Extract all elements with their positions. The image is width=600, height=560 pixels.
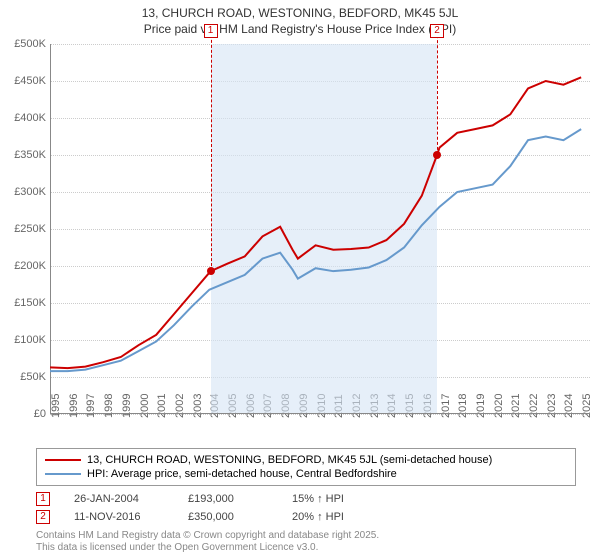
legend-row: 13, CHURCH ROAD, WESTONING, BEDFORD, MK4…: [45, 453, 567, 467]
y-tick-label: £350K: [2, 149, 46, 161]
chart-title: 13, CHURCH ROAD, WESTONING, BEDFORD, MK4…: [0, 0, 600, 20]
y-tick-label: £200K: [2, 260, 46, 272]
y-tick-label: £300K: [2, 186, 46, 198]
sales-price: £193,000: [188, 493, 268, 505]
y-tick-label: £0: [2, 408, 46, 420]
sales-diff: 20% ↑ HPI: [292, 511, 344, 523]
legend-label: HPI: Average price, semi-detached house,…: [87, 468, 397, 480]
legend-swatch: [45, 459, 81, 461]
chart-subtitle: Price paid vs. HM Land Registry's House …: [0, 20, 600, 36]
sales-date: 26-JAN-2004: [74, 493, 164, 505]
y-tick-label: £250K: [2, 223, 46, 235]
series-hpi: [50, 129, 581, 371]
marker-box: 2: [430, 24, 444, 38]
y-tick-label: £400K: [2, 112, 46, 124]
sales-date: 11-NOV-2016: [74, 511, 164, 523]
sales-row: 1 26-JAN-2004 £193,000 15% ↑ HPI: [36, 490, 344, 508]
chart-container: 13, CHURCH ROAD, WESTONING, BEDFORD, MK4…: [0, 0, 600, 560]
sales-table: 1 26-JAN-2004 £193,000 15% ↑ HPI 2 11-NOV-201…: [36, 490, 344, 526]
series-property: [50, 77, 581, 368]
y-tick-label: £150K: [2, 297, 46, 309]
chart-lines: [50, 44, 590, 414]
attribution-line2: This data is licensed under the Open Gov…: [36, 542, 379, 554]
legend-swatch: [45, 473, 81, 475]
sale-dot: [207, 267, 215, 275]
marker-box: 1: [204, 24, 218, 38]
y-tick-label: £50K: [2, 371, 46, 383]
attribution-line1: Contains HM Land Registry data © Crown c…: [36, 530, 379, 542]
attribution: Contains HM Land Registry data © Crown c…: [36, 530, 379, 554]
sale-dot: [433, 151, 441, 159]
marker-dash: [211, 30, 212, 271]
marker-dash: [437, 30, 438, 155]
legend-row: HPI: Average price, semi-detached house,…: [45, 467, 567, 481]
legend-label: 13, CHURCH ROAD, WESTONING, BEDFORD, MK4…: [87, 454, 492, 466]
sales-marker-box: 2: [36, 510, 50, 524]
sales-diff: 15% ↑ HPI: [292, 493, 344, 505]
sales-marker-box: 1: [36, 492, 50, 506]
y-tick-label: £500K: [2, 38, 46, 50]
sales-row: 2 11-NOV-2016 £350,000 20% ↑ HPI: [36, 508, 344, 526]
y-tick-label: £100K: [2, 334, 46, 346]
legend: 13, CHURCH ROAD, WESTONING, BEDFORD, MK4…: [36, 448, 576, 486]
sales-price: £350,000: [188, 511, 268, 523]
y-tick-label: £450K: [2, 75, 46, 87]
